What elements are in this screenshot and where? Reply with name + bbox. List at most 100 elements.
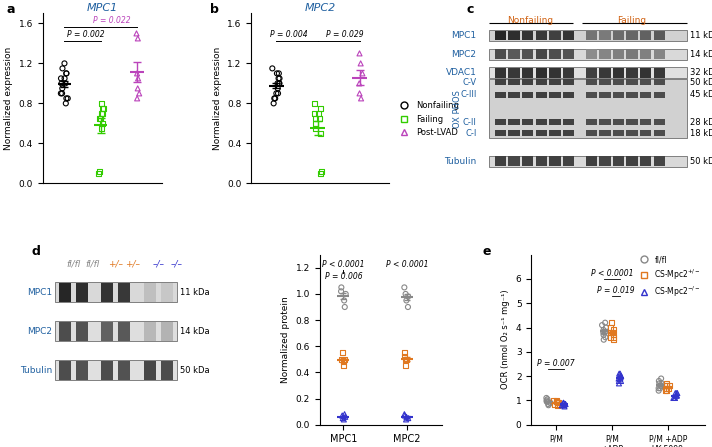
Point xyxy=(550,397,562,404)
Point xyxy=(60,80,71,87)
FancyBboxPatch shape xyxy=(55,321,177,342)
FancyBboxPatch shape xyxy=(508,68,520,78)
Point xyxy=(661,387,672,394)
Point xyxy=(269,95,281,102)
Point xyxy=(315,170,327,177)
FancyBboxPatch shape xyxy=(489,67,686,78)
FancyBboxPatch shape xyxy=(55,360,177,380)
Point xyxy=(558,399,570,406)
FancyBboxPatch shape xyxy=(495,49,506,59)
Point xyxy=(597,329,609,336)
Point xyxy=(653,385,664,392)
Point xyxy=(339,356,350,363)
Point xyxy=(597,321,608,329)
FancyBboxPatch shape xyxy=(495,156,506,166)
Point xyxy=(613,380,624,387)
FancyBboxPatch shape xyxy=(613,79,624,85)
FancyBboxPatch shape xyxy=(522,31,533,40)
FancyBboxPatch shape xyxy=(613,92,624,98)
FancyBboxPatch shape xyxy=(495,92,506,98)
Point xyxy=(661,382,673,389)
Point xyxy=(401,356,412,363)
FancyBboxPatch shape xyxy=(585,130,597,136)
FancyBboxPatch shape xyxy=(59,322,71,341)
Text: Tubulin: Tubulin xyxy=(20,366,52,375)
FancyBboxPatch shape xyxy=(535,79,547,85)
Text: Failing: Failing xyxy=(617,16,646,25)
Point xyxy=(94,168,105,175)
Point xyxy=(654,385,666,392)
Point xyxy=(335,288,347,295)
Point xyxy=(671,389,683,396)
Point xyxy=(273,80,285,87)
FancyBboxPatch shape xyxy=(100,361,112,380)
FancyBboxPatch shape xyxy=(640,119,651,125)
FancyBboxPatch shape xyxy=(549,79,560,85)
Title: MPC2: MPC2 xyxy=(304,3,335,13)
Point xyxy=(354,80,365,87)
Point xyxy=(338,416,350,423)
Text: C-V: C-V xyxy=(462,78,476,87)
Point xyxy=(399,284,410,291)
Point xyxy=(274,75,286,82)
Text: 14 kDa: 14 kDa xyxy=(180,327,209,336)
Text: 28 kDa: 28 kDa xyxy=(690,118,712,127)
Point xyxy=(662,385,674,392)
Point xyxy=(338,297,350,304)
Point xyxy=(354,90,365,97)
Text: 50 kDa: 50 kDa xyxy=(690,78,712,87)
FancyBboxPatch shape xyxy=(161,283,173,302)
Point xyxy=(60,100,71,107)
Point xyxy=(59,75,70,82)
Point xyxy=(340,413,351,420)
Legend: fl/fl, CS-Mpc2$^{+/-}$, CS-Mpc2$^{-/-}$: fl/fl, CS-Mpc2$^{+/-}$, CS-Mpc2$^{-/-}$ xyxy=(637,255,701,299)
Point xyxy=(661,382,672,389)
Point xyxy=(337,412,348,419)
Point xyxy=(548,397,560,404)
FancyBboxPatch shape xyxy=(640,79,651,85)
Point xyxy=(97,110,108,117)
FancyBboxPatch shape xyxy=(117,361,130,380)
FancyBboxPatch shape xyxy=(549,92,560,98)
Point xyxy=(600,333,611,341)
FancyBboxPatch shape xyxy=(654,79,665,85)
Point xyxy=(266,65,278,72)
Point xyxy=(606,319,617,326)
Point xyxy=(96,100,108,107)
Point xyxy=(132,75,144,82)
Point xyxy=(315,105,326,112)
Point xyxy=(59,60,70,67)
Point xyxy=(670,389,681,396)
Point xyxy=(668,394,679,401)
FancyBboxPatch shape xyxy=(613,31,624,40)
Text: a: a xyxy=(7,3,16,16)
Point xyxy=(402,293,414,300)
Point xyxy=(608,336,619,343)
Point xyxy=(56,75,67,82)
Point xyxy=(552,401,563,408)
Point xyxy=(340,291,352,298)
FancyBboxPatch shape xyxy=(640,68,651,78)
FancyBboxPatch shape xyxy=(613,156,624,166)
Text: e: e xyxy=(483,245,491,257)
Point xyxy=(272,85,283,92)
Point xyxy=(615,377,627,384)
Point xyxy=(56,90,68,97)
FancyBboxPatch shape xyxy=(495,68,506,78)
Point xyxy=(607,329,619,336)
Point xyxy=(653,387,664,394)
FancyBboxPatch shape xyxy=(654,49,665,59)
Point xyxy=(337,414,348,422)
Point xyxy=(57,65,68,72)
Point xyxy=(600,324,612,331)
FancyBboxPatch shape xyxy=(76,283,88,302)
Point xyxy=(335,284,347,291)
FancyBboxPatch shape xyxy=(161,322,173,341)
FancyBboxPatch shape xyxy=(535,156,547,166)
FancyBboxPatch shape xyxy=(562,79,574,85)
Y-axis label: OCR (nmol O₂ s⁻¹ mg⁻¹): OCR (nmol O₂ s⁻¹ mg⁻¹) xyxy=(501,290,511,389)
Point xyxy=(402,304,414,311)
Text: MPC1: MPC1 xyxy=(27,287,52,297)
Point xyxy=(271,70,283,77)
FancyBboxPatch shape xyxy=(562,49,574,59)
